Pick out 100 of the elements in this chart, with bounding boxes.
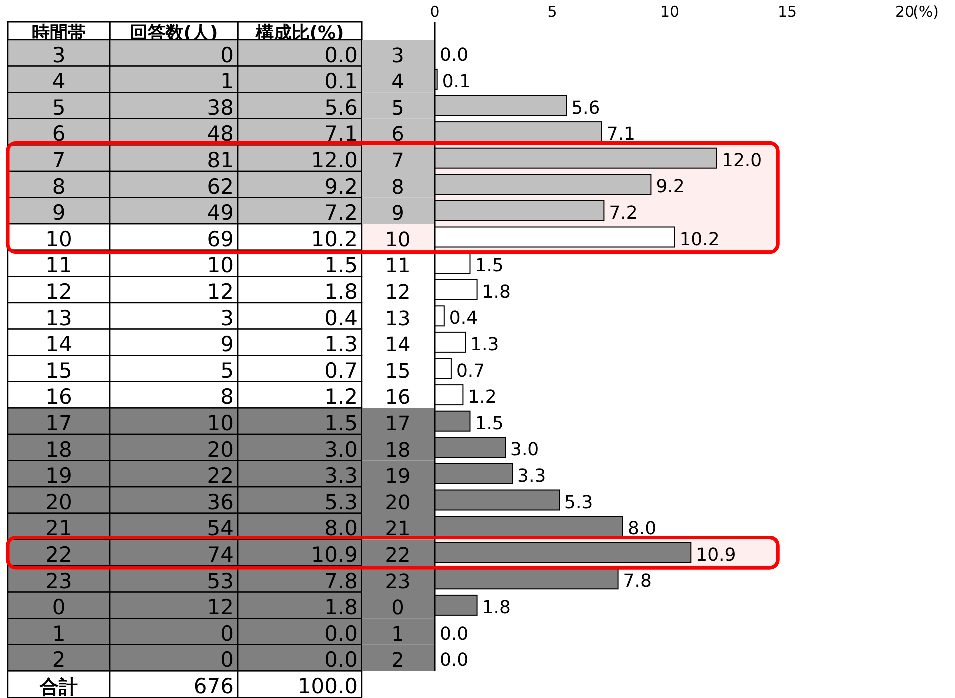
- data-label: 5.3: [564, 492, 594, 514]
- data-label: 0.0: [440, 624, 469, 645]
- text: 53: [207, 569, 234, 594]
- text: 10.9: [311, 543, 358, 567]
- text: 48: [207, 122, 234, 146]
- text: 16: [46, 385, 72, 410]
- y-tick-label: 9: [392, 201, 404, 226]
- data-label: 1.3: [470, 334, 500, 356]
- text: 12: [207, 280, 234, 304]
- y-tick-label: 23: [385, 569, 411, 594]
- y-tick-label: 6: [392, 122, 404, 146]
- text: 10: [46, 227, 72, 252]
- y-tick-label: 12: [385, 280, 411, 304]
- y-tick-label: 7: [392, 148, 404, 172]
- text: 14: [46, 332, 72, 357]
- y-tick-label: 2: [392, 648, 404, 672]
- text: 49: [207, 201, 234, 226]
- text: 5: [52, 96, 66, 120]
- text: 12: [207, 596, 234, 620]
- data-label: 8.0: [628, 518, 657, 540]
- y-tick-label: 13: [385, 306, 411, 330]
- text: 1: [220, 70, 234, 94]
- text: 15: [46, 358, 72, 383]
- data-label: 1.8: [482, 597, 511, 618]
- text: 20: [46, 490, 72, 514]
- x-tick-label: 20: [895, 3, 915, 21]
- text: 9: [52, 201, 66, 226]
- text: 4: [52, 70, 66, 94]
- text: 7: [52, 148, 66, 172]
- data-label: 1.5: [475, 413, 504, 434]
- data-label: 7.1: [606, 124, 636, 146]
- y-tick-label: 16: [385, 385, 411, 410]
- text: 3: [52, 43, 66, 68]
- data-label: 0.0: [440, 650, 469, 672]
- data-label: 0.1: [442, 71, 471, 92]
- data-label: 12.0: [722, 150, 762, 172]
- text: 19: [46, 464, 72, 488]
- y-tick-label: 11: [385, 254, 411, 278]
- text: 合計: [39, 676, 78, 698]
- y-tick-label: 21: [385, 516, 411, 541]
- text: 2: [52, 648, 66, 672]
- text: 18: [46, 438, 72, 462]
- data-label: 7.2: [609, 202, 638, 224]
- data-label: 0.4: [449, 308, 478, 330]
- text: 1: [52, 622, 66, 646]
- y-tick-label: 1: [392, 622, 404, 646]
- text: 10: [207, 254, 234, 278]
- y-tick-label: 5: [392, 96, 404, 120]
- text: 7.2: [324, 201, 358, 226]
- text: 8: [220, 385, 234, 410]
- text: 9.2: [324, 174, 358, 199]
- y-tick-label: 17: [385, 412, 411, 436]
- x-tick-label: 0: [430, 3, 440, 21]
- data-label: 9.2: [656, 176, 685, 198]
- text: 6: [52, 122, 66, 146]
- text: 0: [220, 622, 234, 646]
- text: 17: [46, 412, 72, 436]
- text: 22: [46, 543, 72, 567]
- text: 54: [207, 516, 234, 541]
- y-tick-label: 20: [385, 490, 411, 514]
- data-label: 1.5: [475, 256, 504, 277]
- text: 1.5: [324, 412, 358, 436]
- text: 1.2: [324, 385, 358, 410]
- y-tick-label: 8: [392, 174, 404, 199]
- text: 69: [207, 227, 234, 252]
- text: 81: [207, 148, 234, 172]
- text: 13: [46, 306, 72, 330]
- y-tick-label: 14: [385, 332, 411, 357]
- text: 0.0: [324, 648, 358, 672]
- y-tick-label: 22: [385, 543, 411, 567]
- text: 21: [46, 516, 72, 541]
- text: 100.0: [298, 674, 358, 698]
- text: 23: [46, 569, 72, 594]
- text: 5: [220, 358, 234, 383]
- text: 9: [220, 332, 234, 357]
- text: 0.1: [324, 70, 358, 94]
- text: 3.0: [324, 438, 358, 462]
- text: 22: [207, 464, 234, 488]
- y-tick-label: 15: [385, 358, 411, 383]
- data-label: 1.8: [482, 282, 511, 303]
- data-label: 7.8: [623, 571, 652, 592]
- x-axis-title: (%): [913, 3, 939, 21]
- y-tick-label: 10: [385, 227, 411, 252]
- text: 7.1: [324, 122, 358, 146]
- x-tick-label: 10: [660, 3, 680, 21]
- data-label: 5.6: [572, 98, 600, 119]
- text: 8: [52, 174, 66, 199]
- data-label: 3.0: [510, 440, 540, 461]
- text: 12.0: [311, 148, 358, 172]
- data-label: 10.2: [680, 229, 720, 250]
- text: 11: [46, 254, 72, 278]
- text: 0: [52, 596, 66, 620]
- text: 74: [207, 543, 234, 567]
- y-tick-label: 18: [385, 438, 411, 462]
- text: 62: [207, 174, 234, 199]
- data-label: 3.3: [518, 466, 546, 487]
- text: 12: [46, 280, 72, 304]
- text: 5.3: [324, 490, 358, 514]
- text: 5.6: [324, 96, 358, 120]
- text: 676: [194, 674, 234, 698]
